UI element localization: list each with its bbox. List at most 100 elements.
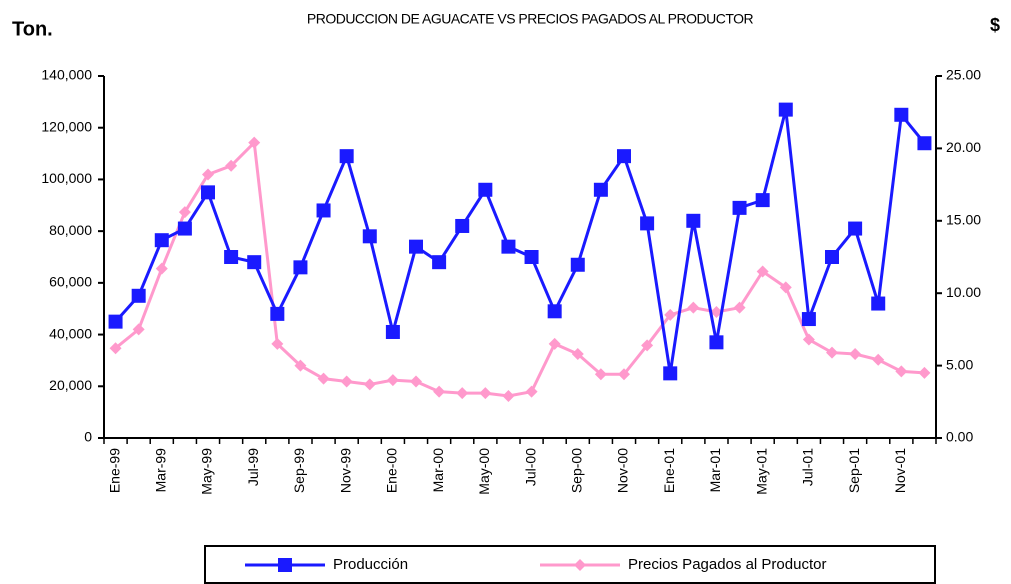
marker: [593, 182, 608, 197]
marker: [872, 353, 885, 366]
y2-axis-label: $: [990, 15, 1000, 35]
x-tick-label: Sep-00: [568, 448, 584, 493]
x-tick-label: Nov-00: [615, 448, 631, 493]
marker: [732, 200, 747, 215]
marker: [547, 304, 562, 319]
legend-label: Producción: [333, 556, 408, 573]
y-tick-label: 100,000: [41, 170, 92, 186]
x-tick-label: May-00: [476, 448, 492, 495]
marker: [385, 324, 400, 339]
marker: [525, 385, 538, 398]
marker: [224, 250, 239, 264]
x-tick-label: Sep-01: [846, 448, 862, 493]
marker: [479, 387, 492, 400]
marker: [501, 239, 516, 254]
marker: [871, 296, 886, 311]
marker: [178, 206, 191, 219]
marker: [894, 107, 909, 122]
marker: [201, 185, 215, 200]
marker: [778, 102, 793, 117]
x-tick-label: Nov-99: [337, 448, 353, 493]
marker: [155, 262, 168, 275]
marker: [293, 260, 308, 275]
marker: [641, 339, 654, 352]
marker: [710, 306, 723, 319]
x-tick-label: May-01: [753, 448, 769, 495]
marker: [755, 193, 770, 208]
marker: [317, 372, 330, 385]
x-tick-label: Ene-00: [384, 448, 400, 493]
x-tick-label: Mar-01: [707, 448, 723, 493]
marker: [570, 257, 585, 272]
marker: [247, 255, 262, 270]
marker: [363, 378, 376, 391]
marker: [478, 182, 493, 197]
y2-tick-label: 15.00: [946, 212, 981, 228]
x-tick-label: Nov-01: [892, 448, 908, 493]
marker: [618, 368, 630, 381]
series-line: [114, 109, 926, 374]
marker: [410, 375, 422, 388]
marker: [316, 203, 331, 218]
marker: [848, 221, 863, 236]
marker: [895, 365, 908, 378]
x-tick-label: Ene-99: [106, 448, 122, 493]
marker: [202, 168, 214, 181]
x-tick-label: Mar-00: [430, 448, 446, 493]
marker: [664, 308, 677, 321]
marker: [248, 136, 261, 149]
x-tick-label: Jul-99: [245, 448, 261, 486]
marker: [825, 250, 839, 264]
marker: [802, 333, 815, 346]
marker: [524, 250, 539, 264]
x-tick-label: May-99: [199, 448, 215, 495]
y2-tick-label: 10.00: [946, 284, 981, 300]
marker: [340, 375, 353, 388]
marker: [433, 385, 446, 398]
marker: [826, 346, 838, 359]
marker: [109, 342, 122, 355]
marker: [571, 348, 584, 361]
marker: [362, 229, 377, 244]
marker: [640, 216, 655, 231]
marker: [131, 288, 146, 303]
marker: [177, 221, 192, 236]
marker: [409, 239, 423, 254]
y-tick-label: 40,000: [49, 325, 92, 341]
y2-tick-label: 5.00: [946, 356, 973, 372]
marker: [779, 281, 792, 294]
marker: [270, 306, 285, 321]
marker: [663, 366, 678, 381]
marker: [801, 312, 816, 327]
x-tick-label: Jul-00: [522, 448, 538, 486]
y-tick-label: 20,000: [49, 377, 92, 393]
marker: [756, 265, 769, 278]
y2-tick-label: 20.00: [946, 139, 981, 155]
marker: [132, 323, 145, 336]
marker: [271, 337, 284, 350]
marker: [456, 387, 469, 400]
marker: [432, 255, 447, 270]
y-tick-label: 80,000: [49, 222, 92, 238]
marker: [849, 348, 862, 361]
marker: [108, 314, 123, 329]
chart-title: PRODUCCION DE AGUACATE VS PRECIOS PAGADO…: [307, 11, 754, 27]
y-tick-label: 0: [84, 429, 92, 445]
y-axis-label: Ton.: [12, 18, 53, 40]
marker: [278, 558, 292, 572]
marker: [294, 359, 307, 372]
series-line: [114, 139, 925, 398]
marker: [917, 136, 932, 151]
x-tick-label: Ene-01: [661, 448, 677, 493]
marker: [918, 366, 931, 379]
marker: [386, 374, 399, 387]
legend-label: Precios Pagados al Productor: [628, 556, 826, 573]
marker: [548, 337, 561, 350]
marker: [339, 149, 354, 164]
marker: [733, 301, 746, 314]
marker: [617, 149, 631, 164]
marker: [686, 213, 701, 228]
marker: [574, 559, 586, 571]
marker: [594, 368, 607, 381]
x-tick-label: Jul-01: [800, 448, 816, 486]
